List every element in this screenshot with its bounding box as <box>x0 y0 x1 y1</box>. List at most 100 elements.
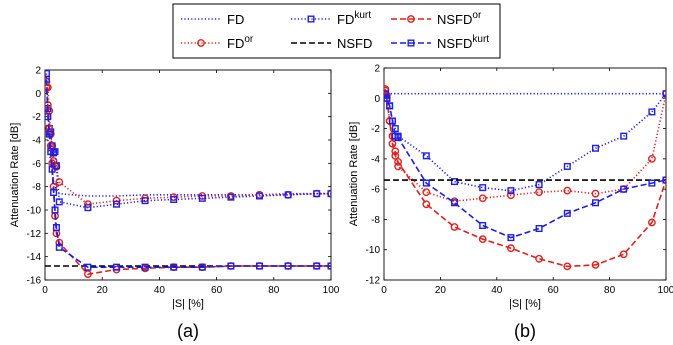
legend-item-fd-kurt: FDkurt <box>291 10 371 27</box>
data-point <box>112 200 120 208</box>
x-tick-label: 100 <box>658 285 673 296</box>
series-layer <box>384 85 666 271</box>
data-point <box>591 189 600 198</box>
data-point <box>313 190 321 198</box>
data-point <box>327 262 331 270</box>
data-point <box>391 125 399 133</box>
data-point <box>563 162 571 170</box>
y-tick-label: 2 <box>35 66 41 77</box>
data-point <box>284 191 292 199</box>
series-layer <box>45 70 331 279</box>
data-point <box>648 154 656 163</box>
data-point <box>479 221 487 229</box>
data-point <box>84 263 92 271</box>
data-point <box>51 206 59 214</box>
data-point <box>620 185 628 193</box>
data-point <box>620 132 628 140</box>
data-point <box>141 197 149 205</box>
y-axis-label: Attenuation Rate [dB] <box>348 122 360 227</box>
data-point <box>48 165 56 173</box>
x-tick-label: 40 <box>491 285 503 296</box>
data-point <box>450 223 459 231</box>
data-point <box>662 90 666 98</box>
y-tick-label: -8 <box>32 182 41 193</box>
data-point <box>388 139 397 148</box>
data-point <box>648 179 656 187</box>
series-line <box>45 81 331 206</box>
legend-label: NSFD <box>337 36 372 51</box>
x-tick-label: 0 <box>381 285 387 296</box>
data-point <box>451 199 459 207</box>
y-tick-label: -6 <box>371 185 380 196</box>
data-point <box>422 200 431 209</box>
data-point <box>50 188 58 196</box>
data-point <box>327 190 331 198</box>
data-point <box>112 263 120 271</box>
data-point <box>391 151 400 160</box>
data-point <box>45 130 53 138</box>
legend-item-nsfd-or: NSFDor <box>391 10 482 27</box>
x-tick-label: 20 <box>435 285 447 296</box>
data-point <box>563 262 572 271</box>
series-nsfd-kurt <box>384 90 666 242</box>
x-tick-label: 100 <box>323 285 340 296</box>
series-line <box>384 93 666 239</box>
x-axis-label: |S| [%] <box>509 298 541 310</box>
data-point <box>592 144 600 152</box>
data-point <box>84 204 92 212</box>
legend-label: FDkurt <box>337 10 371 27</box>
legend-item-nsfd-kurt: NSFDkurt <box>391 34 489 51</box>
data-point <box>55 243 63 251</box>
x-tick-label: 80 <box>268 285 280 296</box>
data-point <box>141 263 149 271</box>
legend-marker <box>407 39 415 47</box>
x-tick-label: 20 <box>97 285 109 296</box>
data-point <box>507 234 515 242</box>
data-point <box>45 75 50 83</box>
data-point <box>386 102 394 110</box>
data-point <box>51 148 59 156</box>
data-point <box>45 113 52 121</box>
data-point <box>591 260 600 269</box>
y-tick-label: 2 <box>374 64 380 75</box>
data-point <box>55 178 64 186</box>
data-point <box>256 192 264 200</box>
y-tick-label: -16 <box>27 276 42 287</box>
data-point <box>478 194 487 203</box>
data-point <box>52 223 60 231</box>
data-point <box>384 90 389 98</box>
x-tick-label: 0 <box>42 285 48 296</box>
data-point <box>284 262 292 270</box>
data-point <box>170 195 178 203</box>
x-axis-label: |S| [%] <box>172 298 204 310</box>
data-point <box>170 263 178 271</box>
legend-item-fd: FD <box>181 12 244 27</box>
plot-area <box>383 67 667 281</box>
series-line <box>384 93 666 192</box>
data-point <box>535 254 543 263</box>
y-tick-label: -2 <box>371 124 380 135</box>
y-tick-label: -4 <box>32 136 41 147</box>
data-point <box>478 235 487 244</box>
legend-marker <box>307 15 315 23</box>
data-point <box>479 184 487 192</box>
legend-marker <box>197 39 205 47</box>
panel-label: (b) <box>514 321 536 341</box>
panel-label: (a) <box>177 321 199 341</box>
data-point <box>55 198 63 206</box>
y-tick-label: -6 <box>32 159 41 170</box>
data-point <box>227 262 235 270</box>
data-point <box>662 176 666 184</box>
data-point <box>227 193 235 201</box>
legend-frame <box>172 3 501 59</box>
data-point <box>648 108 656 116</box>
y-tick-label: 0 <box>374 94 380 105</box>
legend-item-nsfd: NSFD <box>291 36 372 51</box>
data-point <box>198 194 206 202</box>
data-point <box>563 209 571 217</box>
data-point <box>394 134 402 142</box>
data-point <box>384 94 391 102</box>
x-tick-label: 60 <box>548 285 560 296</box>
x-tick-label: 80 <box>604 285 616 296</box>
